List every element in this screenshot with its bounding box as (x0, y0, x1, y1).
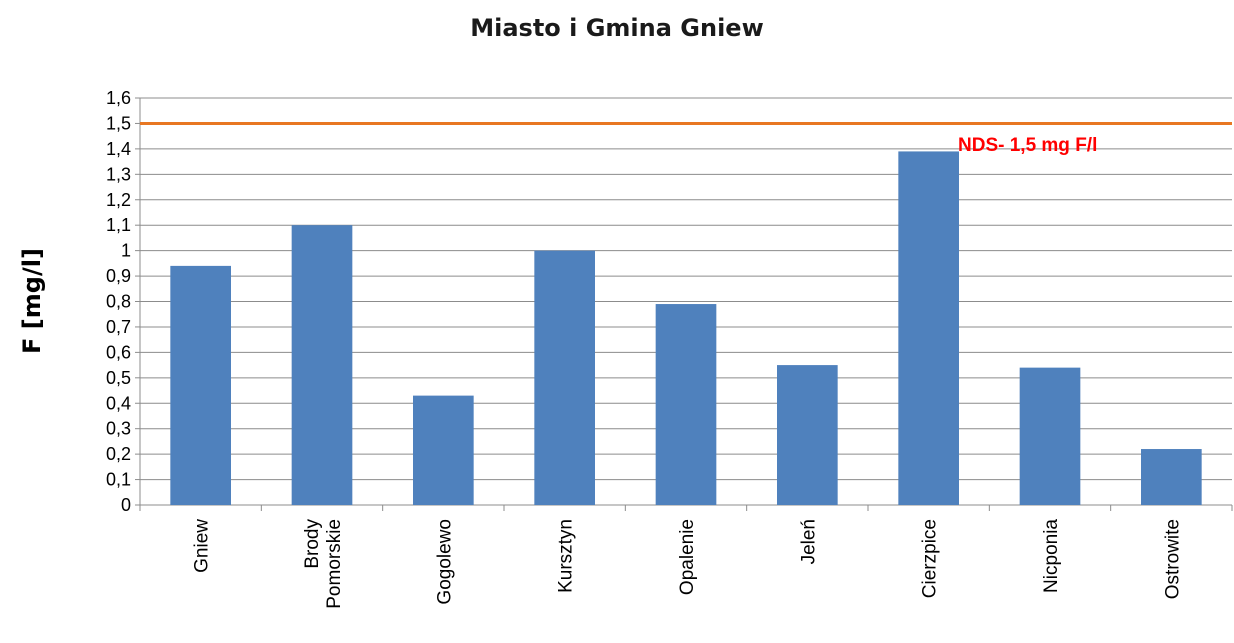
y-tick-label: 0,2 (106, 444, 131, 464)
y-tick-label: 1,3 (106, 164, 131, 184)
x-tick-label: Kursztyn (556, 519, 577, 593)
chart-title: Miasto i Gmina Gniew (470, 14, 764, 42)
y-tick-label: 1,6 (106, 88, 131, 108)
x-tick-label: Nicponia (1041, 519, 1062, 593)
y-tick-label: 0,3 (106, 419, 131, 439)
x-tick-label-line: Opalenie (677, 519, 698, 595)
x-tick-label: Cierzpice (920, 519, 941, 598)
y-tick-label: 0,9 (106, 266, 131, 286)
y-tick-label: 1,5 (106, 113, 131, 133)
bar (655, 304, 717, 505)
x-tick-label: Jeleń (798, 519, 819, 564)
x-tick-label: Opalenie (677, 519, 698, 595)
y-tick-label: 0,4 (106, 393, 131, 413)
y-tick-label: 0,1 (106, 470, 131, 490)
x-tick-label: Gniew (192, 519, 213, 573)
bar (1141, 449, 1202, 505)
bar (413, 395, 474, 505)
y-tick-label: 0,6 (106, 342, 131, 362)
x-tick-label-line: Gogolewo (434, 519, 455, 605)
y-tick-label: 0,7 (106, 317, 131, 337)
bar (170, 265, 231, 505)
bar (777, 365, 838, 505)
x-tick-label-line: Cierzpice (920, 519, 941, 598)
x-tick-label-line: Gniew (192, 519, 213, 573)
bar (291, 225, 353, 505)
x-tick-label: Gogolewo (434, 519, 455, 605)
x-tick-label-line: Kursztyn (556, 519, 577, 593)
x-tick-label: Ostrowite (1162, 519, 1183, 599)
y-tick-label: 1,1 (106, 215, 131, 235)
y-tick-label: 1,2 (106, 190, 131, 210)
x-tick-label-line: Brody (302, 519, 323, 569)
x-tick-label: Brody Pomorskie (302, 519, 345, 609)
bar (1019, 367, 1081, 505)
y-tick-label: 0,5 (106, 368, 131, 388)
reference-line-label: NDS- 1,5 mg F/l (958, 135, 1097, 156)
bar (534, 250, 595, 505)
x-tick-label-line: Nicponia (1041, 519, 1062, 593)
y-tick-label: 1,4 (106, 139, 131, 159)
x-tick-label-line: Ostrowite (1162, 519, 1183, 599)
x-tick-label-line: Jeleń (798, 519, 819, 564)
y-tick-label: 0,8 (106, 292, 131, 312)
y-tick-label: 0 (121, 495, 131, 515)
x-tick-label-line: Pomorskie (324, 519, 345, 609)
y-axis-label: F [mg/l] (18, 248, 46, 354)
y-tick-label: 1 (121, 241, 131, 261)
bar (898, 151, 959, 505)
